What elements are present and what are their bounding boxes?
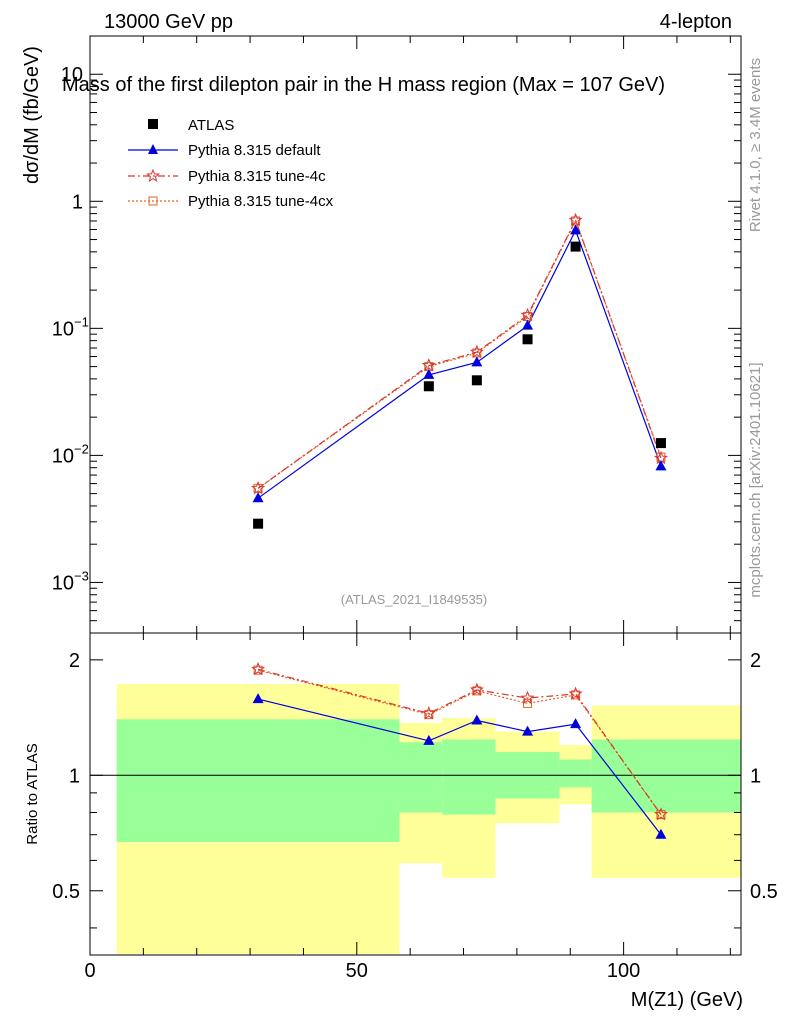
main-point	[423, 368, 435, 379]
x-tick-label: 100	[607, 960, 640, 982]
y-tick-label: 10	[52, 445, 74, 467]
main-point	[421, 358, 436, 372]
main-point	[655, 460, 667, 471]
ratio-point	[522, 725, 534, 736]
ratio-point	[571, 690, 581, 700]
x-tick-label: 0	[84, 960, 95, 982]
ratio-bands	[116, 684, 741, 954]
main-y-axis-title: dσ/dM (fb/GeV)	[21, 46, 43, 184]
main-point	[251, 481, 266, 495]
ratio-point	[423, 734, 435, 745]
ratio-point	[253, 665, 263, 675]
y-tick-label: 1	[72, 191, 83, 213]
atlas-data-point	[655, 438, 666, 449]
ratio-band-inner	[399, 742, 443, 813]
plot-title: Mass of the first dilepton pair in the H…	[62, 74, 665, 96]
legend-label-default: Pythia 8.315 default	[188, 142, 321, 159]
main-point	[568, 212, 583, 227]
ratio-band-inner	[591, 739, 741, 813]
main-point	[471, 356, 483, 367]
ratio-band-inner	[559, 759, 592, 788]
ratio-point	[472, 686, 482, 696]
energy-label: 13000 GeV pp	[104, 11, 233, 33]
main-curves	[257, 218, 662, 499]
ratio-point	[655, 828, 667, 839]
y-tick-label: 10	[61, 64, 83, 86]
atlas-data-point	[253, 518, 264, 529]
ratio-band-inner	[442, 739, 496, 815]
atlas-data-point	[423, 381, 434, 392]
analysis-label: (ATLAS_2021_I1849535)	[341, 592, 487, 607]
legend-label-tune-4c: Pythia 8.315 tune-4c	[188, 168, 326, 185]
atlas-data-point	[471, 375, 482, 386]
legend-label-atlas: ATLAS	[188, 117, 234, 134]
y-tick-label: 10	[52, 572, 74, 594]
main-point	[520, 307, 535, 322]
ratio-point	[471, 714, 483, 725]
legend-marker-atlas	[148, 119, 158, 129]
legend-marker-tune-4c	[128, 168, 178, 183]
ratio-point	[654, 807, 669, 821]
ratio-markers	[251, 661, 669, 839]
legend: ATLAS Pythia 8.315 default Pythia 8.315 …	[128, 117, 334, 210]
atlas-data-point	[522, 334, 533, 345]
main-markers	[251, 212, 669, 529]
ratio-plot-frame	[89, 632, 742, 956]
legend-label-tune-4cx: Pythia 8.315 tune-4cx	[188, 193, 334, 210]
ratio-point	[520, 690, 535, 705]
ratio-band-inner	[116, 719, 400, 843]
legend-marker-tune-4cx	[128, 196, 178, 206]
ratio-point	[568, 686, 583, 700]
legend-marker-default	[128, 144, 178, 154]
ratio-tick-label-right: 1	[750, 765, 761, 787]
ratio-point	[424, 710, 434, 720]
ratio-line-pythia-8-315-tune-4cx	[257, 669, 662, 815]
main-line-pythia-8-315-default	[257, 228, 662, 499]
ratio-line-pythia-8-315-tune-4c	[257, 668, 662, 815]
ratio-tick-label-left: 1	[69, 765, 80, 787]
ratio-point	[421, 706, 436, 720]
ratio-y-axis-title: Ratio to ATLAS	[24, 743, 41, 844]
ratio-point	[251, 661, 266, 676]
y-tick-exponent: −1	[74, 314, 89, 329]
atlas-data-point	[570, 241, 581, 252]
x-axis-title: M(Z1) (GeV)	[631, 989, 743, 1011]
axis-ticks	[89, 35, 741, 955]
channel-label: 4-lepton	[660, 11, 732, 33]
ratio-line-pythia-8-315-default	[257, 698, 662, 836]
y-tick-exponent: −3	[74, 568, 89, 583]
rivet-label: Rivet 4.1.0, ≥ 3.4M events	[747, 58, 764, 232]
y-tick-label: 10	[52, 318, 74, 340]
main-point	[570, 224, 582, 235]
ratio-tick-label-left: 0.5	[52, 881, 80, 903]
main-point	[522, 319, 534, 330]
main-line-pythia-8-315-tune-4c	[257, 218, 662, 489]
main-point	[252, 492, 264, 503]
ratio-point	[469, 682, 484, 696]
mcplots-label: mcplots.cern.ch [arXiv:2401.10621]	[747, 362, 764, 597]
y-tick-exponent: −2	[74, 441, 89, 456]
x-tick-label: 50	[346, 960, 368, 982]
ratio-point	[570, 718, 582, 729]
ratio-tick-label-right: 2	[750, 650, 761, 672]
ratio-point	[252, 693, 264, 704]
ratio-tick-label-right: 0.5	[750, 881, 778, 903]
ratio-tick-label-left: 2	[69, 650, 80, 672]
main-point	[469, 344, 484, 359]
ratio-curves	[257, 668, 662, 836]
